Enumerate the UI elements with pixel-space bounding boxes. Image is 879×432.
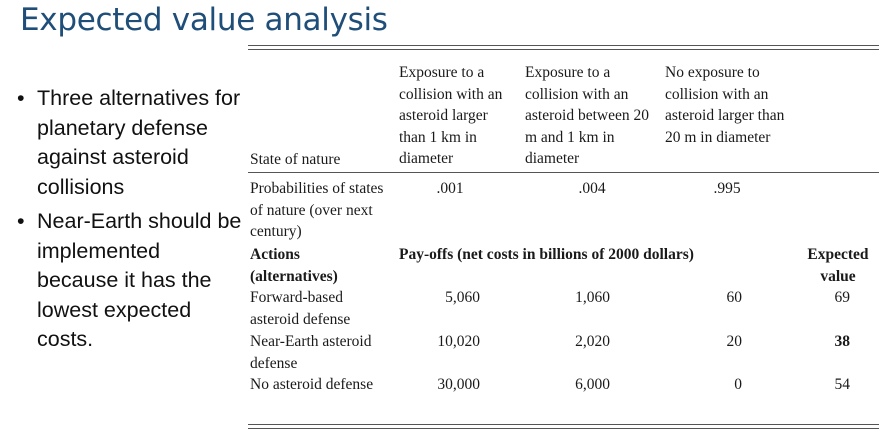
payoffs-label: Pay-offs (net costs in billions of 2000 … xyxy=(399,246,694,263)
probability-value: .995 xyxy=(713,180,741,197)
payoff-cell: 1,060 xyxy=(575,289,610,306)
payoff-cell: 60 xyxy=(726,289,743,306)
payoff-cell: 5,060 xyxy=(445,289,480,306)
bullet-list: • Three alternatives for planetary defen… xyxy=(14,84,242,360)
row-label-no-defense: No asteroid defense xyxy=(250,376,374,393)
header-state-of-nature: State of nature xyxy=(250,151,341,168)
row-label-near-earth: Near-Earth asteroid defense xyxy=(250,333,372,372)
table-top-rule xyxy=(248,45,879,46)
expected-value-cell: 54 xyxy=(834,376,851,393)
table-bottom-rule-inner xyxy=(248,428,879,429)
probability-value: .004 xyxy=(578,180,606,197)
probabilities-label: Probabilities of states of nature (over … xyxy=(250,180,384,240)
header-large-asteroid: Exposure to a collision with an asteroid… xyxy=(399,64,503,167)
header-no-exposure: No exposure to collision with an asteroi… xyxy=(665,64,785,146)
header-rule xyxy=(248,172,879,173)
bullet-text: Three alternatives for planetary defense… xyxy=(37,86,241,199)
row-label-forward-based: Forward-based asteroid defense xyxy=(250,289,351,328)
actions-label: Actions (alternatives) xyxy=(250,246,338,285)
expected-value-cell: 69 xyxy=(834,289,851,306)
payoff-cell: 10,020 xyxy=(437,333,480,350)
table-top-rule-inner xyxy=(248,49,879,50)
bullet-dot-icon: • xyxy=(17,209,25,233)
bullet-dot-icon: • xyxy=(17,86,25,110)
payoff-cell: 2,020 xyxy=(575,333,610,350)
slide-title: Expected value analysis xyxy=(20,2,388,38)
header-medium-asteroid: Exposure to a collision with an asteroid… xyxy=(525,64,649,167)
payoff-cell: 0 xyxy=(734,376,742,393)
payoff-cell: 20 xyxy=(726,333,743,350)
payoff-cell: 30,000 xyxy=(437,376,480,393)
bullet-item-alternatives: • Three alternatives for planetary defen… xyxy=(14,84,242,202)
probability-value: .001 xyxy=(436,180,464,197)
bullet-item-recommendation: • Near-Earth should be implemented becau… xyxy=(14,207,242,355)
table-bottom-rule xyxy=(248,424,879,425)
payoff-cell: 6,000 xyxy=(575,376,610,393)
expected-value-cell-lowest: 38 xyxy=(834,333,851,350)
expected-value-label: Expected value xyxy=(807,246,869,285)
bullet-text: Near-Earth should be implemented because… xyxy=(37,209,242,351)
